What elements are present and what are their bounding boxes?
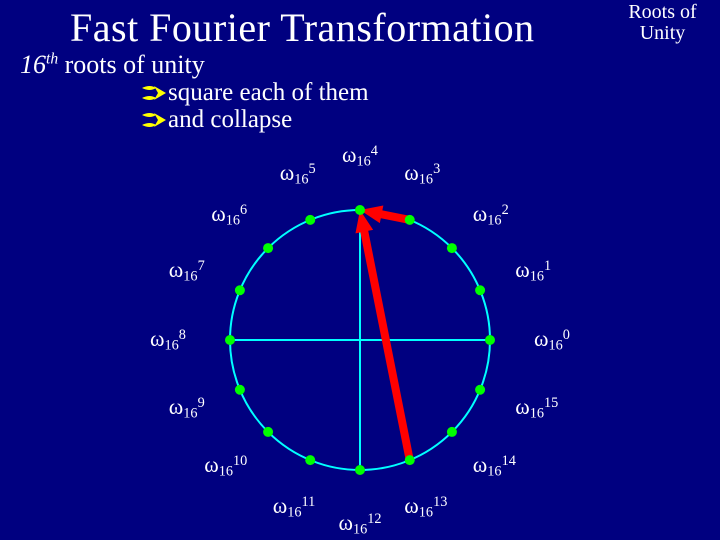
root-point [355, 205, 365, 215]
omega-label: ω1612 [339, 510, 382, 539]
omega-label: ω1610 [204, 452, 247, 481]
omega-label: ω168 [150, 326, 186, 355]
root-point [405, 455, 415, 465]
root-point [485, 335, 495, 345]
root-point [355, 465, 365, 475]
omega-label: ω1614 [473, 452, 516, 481]
root-point [475, 285, 485, 295]
omega-label: ω163 [404, 160, 440, 189]
omega-label: ω1611 [273, 493, 316, 522]
omega-label: ω167 [169, 257, 205, 286]
root-point [263, 427, 273, 437]
roots-diagram [0, 0, 720, 540]
root-point [225, 335, 235, 345]
root-point [447, 427, 457, 437]
omega-label: ω164 [342, 142, 378, 171]
root-point [235, 285, 245, 295]
collapse-arrow [360, 205, 411, 223]
root-point [305, 215, 315, 225]
root-point [475, 385, 485, 395]
omega-label: ω1613 [404, 493, 447, 522]
root-point [235, 385, 245, 395]
omega-label: ω165 [280, 160, 316, 189]
root-point [405, 215, 415, 225]
root-point [305, 455, 315, 465]
root-point [263, 243, 273, 253]
omega-label: ω162 [473, 201, 509, 230]
omega-label: ω161 [515, 257, 551, 286]
omega-label: ω160 [534, 326, 570, 355]
omega-label: ω166 [211, 201, 247, 230]
collapse-arrow [355, 210, 413, 461]
omega-label: ω169 [169, 394, 205, 423]
root-point [447, 243, 457, 253]
omega-label: ω1615 [515, 394, 558, 423]
